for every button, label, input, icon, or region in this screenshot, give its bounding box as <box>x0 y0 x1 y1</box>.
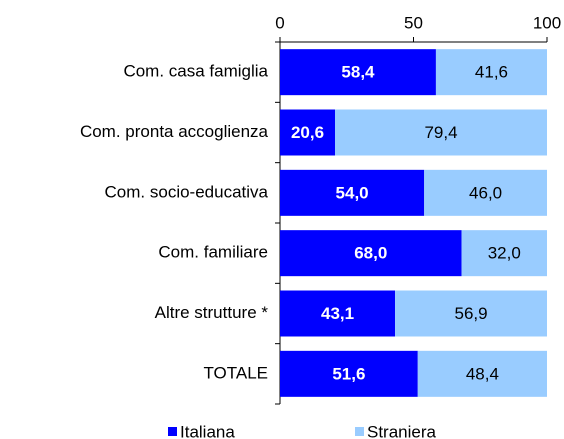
legend-label: Straniera <box>367 422 437 439</box>
bar <box>280 169 425 216</box>
y-tick-label: Com. socio-educativa <box>105 182 269 201</box>
value-label: 32,0 <box>488 244 521 263</box>
bar <box>280 230 462 277</box>
bar <box>280 109 336 156</box>
y-tick-label: Com. pronta accoglienza <box>80 122 269 141</box>
bar <box>424 169 547 216</box>
bar <box>280 290 396 337</box>
legend-swatch <box>355 427 364 436</box>
value-label: 56,9 <box>454 304 487 323</box>
bar <box>280 350 418 397</box>
value-label: 43,1 <box>321 304 354 323</box>
y-tick-label: Altre strutture * <box>155 303 269 322</box>
legend-label: Italiana <box>180 422 235 439</box>
bar <box>395 290 547 337</box>
value-label: 58,4 <box>341 63 375 82</box>
x-tick-label: 100 <box>533 13 561 32</box>
legend-swatch <box>168 427 177 436</box>
x-tick-label: 0 <box>275 13 284 32</box>
x-tick-label: 50 <box>404 13 423 32</box>
value-label: 46,0 <box>469 183 502 202</box>
value-label: 79,4 <box>424 123 457 142</box>
value-label: 51,6 <box>332 364 365 383</box>
bar <box>335 109 547 156</box>
bar <box>417 350 547 397</box>
value-label: 48,4 <box>466 364 499 383</box>
bar <box>461 230 547 277</box>
value-label: 54,0 <box>336 183 369 202</box>
value-label: 20,6 <box>291 123 324 142</box>
value-label: 41,6 <box>475 63 508 82</box>
bar <box>435 49 547 96</box>
value-label: 68,0 <box>354 244 387 263</box>
y-tick-label: Com. familiare <box>158 243 268 262</box>
y-tick-label: Com. casa famiglia <box>123 62 268 81</box>
bar <box>280 49 436 96</box>
y-tick-label: TOTALE <box>203 363 268 382</box>
